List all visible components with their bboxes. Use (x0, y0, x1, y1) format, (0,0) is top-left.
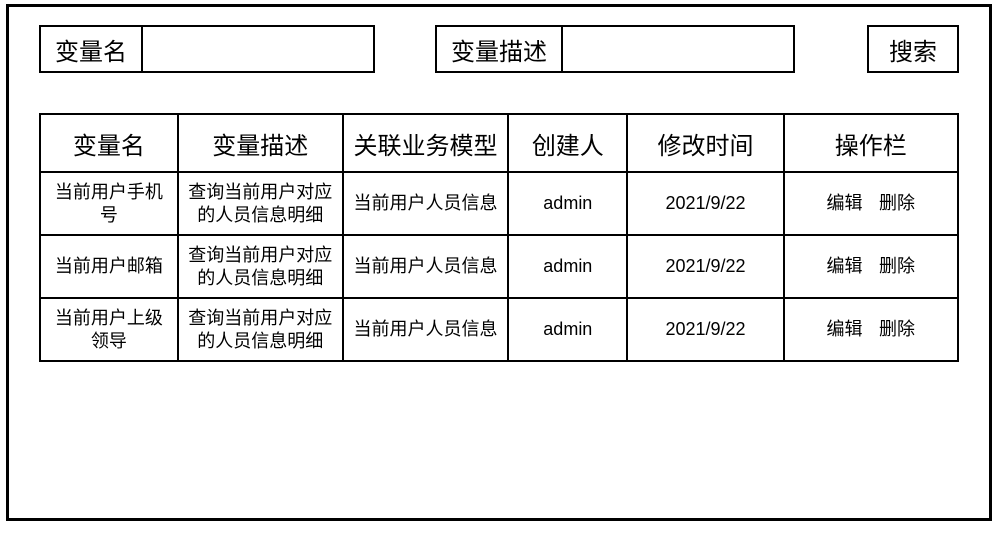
edit-button[interactable]: 编辑 (827, 255, 863, 278)
cell-name: 当前用户上级领导 (40, 298, 178, 361)
cell-creator: admin (508, 172, 627, 235)
col-header-name: 变量名 (40, 114, 178, 172)
table-header-row: 变量名 变量描述 关联业务模型 创建人 修改时间 操作栏 (40, 114, 958, 172)
search-button[interactable]: 搜索 (867, 25, 959, 73)
cell-time: 2021/9/22 (627, 172, 783, 235)
col-header-model: 关联业务模型 (343, 114, 508, 172)
page-frame: 变量名 变量描述 搜索 变量名 变量描述 关联业务模型 创建人 修改时间 (6, 4, 992, 521)
table-container: 变量名 变量描述 关联业务模型 创建人 修改时间 操作栏 当前用户手机号 查询当… (39, 113, 959, 362)
cell-model: 当前用户人员信息 (343, 235, 508, 298)
col-header-time: 修改时间 (627, 114, 783, 172)
edit-button[interactable]: 编辑 (827, 318, 863, 341)
table-body: 当前用户手机号 查询当前用户对应的人员信息明细 当前用户人员信息 admin 2… (40, 172, 958, 361)
cell-desc: 查询当前用户对应的人员信息明细 (178, 298, 343, 361)
delete-button[interactable]: 删除 (879, 255, 915, 278)
col-header-desc: 变量描述 (178, 114, 343, 172)
delete-button[interactable]: 删除 (879, 318, 915, 341)
delete-button[interactable]: 删除 (879, 192, 915, 215)
table-row: 当前用户手机号 查询当前用户对应的人员信息明细 当前用户人员信息 admin 2… (40, 172, 958, 235)
col-header-creator: 创建人 (508, 114, 627, 172)
variables-table: 变量名 变量描述 关联业务模型 创建人 修改时间 操作栏 当前用户手机号 查询当… (39, 113, 959, 362)
cell-model: 当前用户人员信息 (343, 298, 508, 361)
spacer (795, 25, 867, 73)
variable-desc-input[interactable] (563, 27, 793, 71)
table-row: 当前用户上级领导 查询当前用户对应的人员信息明细 当前用户人员信息 admin … (40, 298, 958, 361)
cell-time: 2021/9/22 (627, 298, 783, 361)
variable-desc-group: 变量描述 (435, 25, 795, 73)
edit-button[interactable]: 编辑 (827, 192, 863, 215)
cell-name: 当前用户邮箱 (40, 235, 178, 298)
cell-time: 2021/9/22 (627, 235, 783, 298)
table-row: 当前用户邮箱 查询当前用户对应的人员信息明细 当前用户人员信息 admin 20… (40, 235, 958, 298)
variable-name-group: 变量名 (39, 25, 375, 73)
cell-name: 当前用户手机号 (40, 172, 178, 235)
cell-model: 当前用户人员信息 (343, 172, 508, 235)
cell-ops: 编辑 删除 (784, 298, 958, 361)
cell-ops: 编辑 删除 (784, 172, 958, 235)
variable-name-input[interactable] (143, 27, 373, 71)
cell-desc: 查询当前用户对应的人员信息明细 (178, 172, 343, 235)
search-bar: 变量名 变量描述 搜索 (39, 25, 959, 73)
cell-creator: admin (508, 298, 627, 361)
cell-desc: 查询当前用户对应的人员信息明细 (178, 235, 343, 298)
cell-creator: admin (508, 235, 627, 298)
col-header-ops: 操作栏 (784, 114, 958, 172)
variable-name-label: 变量名 (41, 27, 143, 71)
variable-desc-label: 变量描述 (437, 27, 563, 71)
cell-ops: 编辑 删除 (784, 235, 958, 298)
